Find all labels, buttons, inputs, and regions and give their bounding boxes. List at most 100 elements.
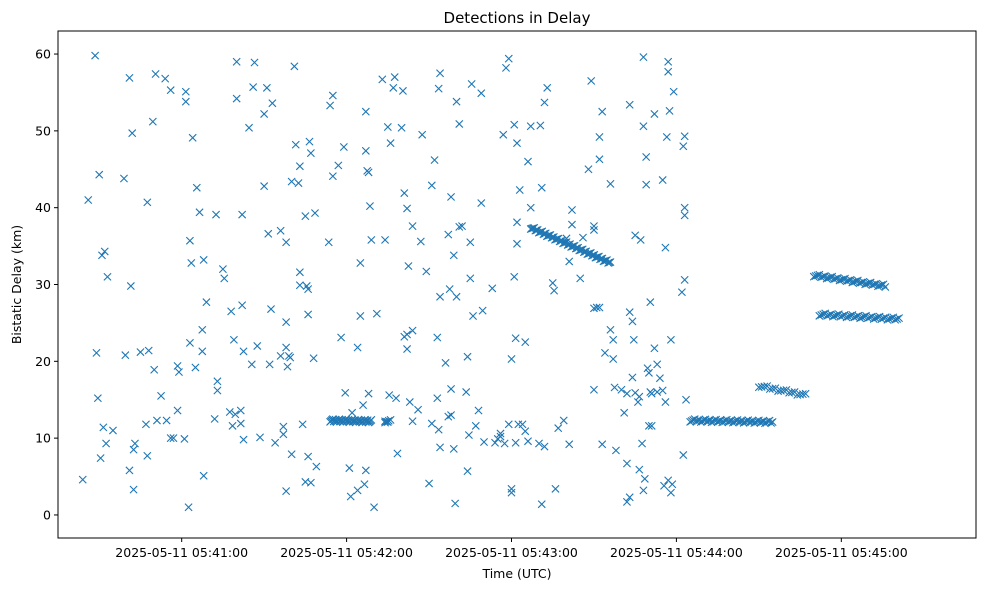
data-point-marker — [502, 63, 510, 72]
data-point-marker — [282, 487, 291, 496]
data-point-marker — [609, 355, 618, 364]
data-point-marker — [537, 500, 546, 509]
data-point-marker — [425, 479, 434, 488]
data-point-marker — [666, 335, 675, 344]
data-point-marker — [534, 439, 543, 448]
data-point-marker — [768, 384, 777, 393]
data-point-marker — [625, 493, 634, 502]
data-point-marker — [507, 484, 516, 493]
data-point-marker — [334, 161, 343, 170]
data-point-marker — [359, 401, 368, 410]
data-point-marker — [640, 474, 649, 483]
data-point-marker — [636, 235, 645, 244]
data-point-marker — [294, 179, 303, 188]
data-point-marker — [589, 385, 598, 394]
data-point-marker — [504, 420, 513, 429]
data-point-marker — [662, 133, 671, 141]
y-tick-label: 0 — [43, 507, 51, 522]
data-point-marker — [488, 284, 497, 293]
data-point-marker — [279, 430, 288, 439]
data-point-marker — [341, 388, 350, 397]
data-point-marker — [620, 408, 629, 417]
data-point-marker — [121, 351, 130, 360]
data-point-marker — [445, 285, 454, 294]
data-point-marker — [353, 486, 362, 495]
data-point-marker — [434, 425, 443, 434]
data-point-marker — [550, 286, 559, 295]
x-tick-label: 2025-05-11 05:41:00 — [115, 545, 248, 560]
data-point-marker — [500, 439, 509, 448]
data-point-marker — [141, 420, 150, 429]
data-point-marker — [239, 347, 248, 356]
data-point-marker — [386, 139, 395, 148]
y-axis-label: Bistatic Delay (km) — [9, 225, 24, 344]
data-point-marker — [462, 388, 471, 397]
data-point-marker — [513, 218, 521, 227]
data-point-marker — [647, 421, 656, 430]
data-point-marker — [173, 361, 182, 370]
data-point-marker — [400, 189, 409, 198]
data-point-marker — [639, 53, 648, 62]
data-point-marker — [180, 434, 189, 443]
data-point-marker — [567, 205, 576, 214]
data-point-marker — [680, 211, 689, 220]
data-point-marker — [231, 410, 240, 419]
y-axis: 0 10 20 30 40 50 60 — [35, 47, 58, 522]
data-point-marker — [463, 467, 472, 476]
data-point-marker — [540, 98, 549, 107]
data-point-marker — [433, 333, 442, 342]
data-point-marker — [372, 309, 381, 318]
data-point-marker — [427, 419, 436, 428]
data-point-marker — [119, 174, 128, 183]
data-point-marker — [600, 348, 609, 357]
data-point-marker — [282, 343, 291, 352]
data-point-marker — [364, 389, 373, 398]
data-point-marker — [665, 106, 674, 115]
data-point-marker — [611, 446, 620, 455]
data-point-marker — [290, 62, 299, 71]
data-point-marker — [680, 132, 689, 141]
data-point-marker — [511, 334, 520, 343]
data-point-marker — [798, 390, 807, 399]
data-point-marker — [271, 438, 280, 447]
data-point-marker — [893, 314, 902, 323]
data-point-marker — [451, 499, 460, 508]
data-point-marker — [510, 272, 519, 281]
data-point-marker — [622, 497, 631, 506]
data-point-marker — [181, 97, 190, 106]
data-point-marker — [328, 172, 337, 181]
data-point-marker — [548, 278, 557, 287]
data-point-marker — [515, 186, 524, 195]
data-point-marker — [181, 87, 190, 96]
data-point-marker — [895, 314, 904, 323]
data-point-marker — [625, 100, 634, 109]
data-point-marker — [198, 347, 207, 356]
y-tick-label: 60 — [35, 47, 51, 62]
data-point-marker — [499, 130, 508, 139]
data-point-marker — [345, 464, 354, 473]
data-point-marker — [304, 285, 313, 294]
data-point-marker — [295, 281, 304, 290]
x-axis-label: Time (UTC) — [481, 566, 551, 581]
data-point-marker — [397, 123, 406, 132]
data-point-marker — [444, 230, 453, 239]
data-point-marker — [408, 326, 417, 335]
data-point-marker — [625, 308, 634, 317]
data-point-marker — [282, 238, 291, 247]
data-point-marker — [213, 386, 222, 395]
data-point-marker — [310, 209, 319, 218]
data-point-marker — [679, 142, 688, 151]
data-point-marker — [199, 471, 208, 480]
y-tick-label: 40 — [35, 200, 51, 215]
data-point-marker — [161, 74, 170, 83]
data-point-marker — [639, 122, 648, 131]
data-point-marker — [386, 415, 395, 424]
data-point-marker — [403, 204, 412, 213]
data-point-marker — [191, 363, 200, 372]
data-point-marker — [276, 351, 285, 360]
data-point-marker — [381, 235, 390, 244]
data-point-marker — [587, 76, 596, 85]
data-point-marker — [188, 133, 197, 142]
data-point-marker — [405, 398, 414, 407]
